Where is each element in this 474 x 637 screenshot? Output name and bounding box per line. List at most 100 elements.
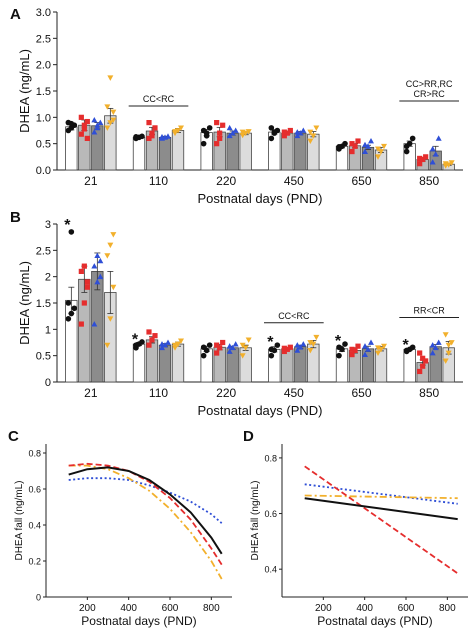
panel-b-annotation-text: CC<RC	[278, 311, 310, 321]
panel-a-bar	[65, 126, 78, 171]
panel-b-point	[159, 344, 165, 351]
panel-b-point	[65, 300, 72, 306]
panel-a-point	[365, 143, 371, 149]
panel-a-point	[448, 160, 455, 166]
panel-b-point	[139, 339, 145, 345]
panel-b-point	[409, 344, 416, 351]
panel-b-significance-star: *	[403, 337, 410, 354]
panel-b-x-tick-label: 220	[216, 386, 236, 400]
panel-a-y-tick-label: 1.0	[36, 112, 51, 124]
panel-a-point	[81, 122, 87, 128]
panel-b-point	[349, 352, 355, 358]
panel-a-y-tick-label: 3.0	[36, 7, 51, 19]
panel-b-point	[107, 242, 114, 249]
panel-a-point	[300, 127, 307, 133]
panel-a-point	[110, 109, 117, 116]
panel-a-x-tick-label: 650	[351, 174, 371, 188]
panel-a-point	[435, 135, 442, 141]
panel-a-point	[152, 125, 158, 131]
panel-b-point	[349, 346, 355, 352]
panel-b-x-axis-title: Postnatal days (PND)	[198, 403, 323, 418]
panel-a-point	[91, 129, 98, 135]
panel-d-x-tick-label: 400	[356, 603, 373, 614]
panel-a-y-tick-label: 0.0	[36, 165, 51, 177]
panel-a-point	[165, 133, 171, 139]
panel-a-point	[417, 155, 423, 162]
panel-b-bar	[158, 344, 172, 383]
panel-b-point	[420, 363, 426, 369]
panel-b-bar	[78, 278, 91, 383]
panel-b-bar	[171, 343, 185, 383]
panel-b-y-tick-label: 0.5	[36, 351, 51, 363]
panel-a-bar	[294, 132, 307, 171]
panel-a-point	[139, 133, 145, 140]
panel-b-x-tick-label: 450	[284, 386, 304, 400]
panel-b-point	[81, 300, 87, 306]
panel-b-point	[268, 352, 275, 359]
panel-b-point	[442, 358, 449, 364]
panel-b-point	[71, 305, 78, 312]
panel-a-point	[310, 133, 317, 139]
panel-b-point	[110, 284, 117, 291]
panel-b-point	[378, 346, 384, 353]
panel-a-point	[342, 140, 348, 147]
panel-b-point	[281, 345, 287, 351]
panel-a-point	[307, 129, 314, 136]
panel-b-point	[381, 343, 387, 350]
panel-a-y-tick-label: 2.0	[36, 60, 51, 72]
panel-b-y-tick-label: 1	[45, 324, 51, 336]
panel-a-point	[78, 114, 84, 120]
panel-b-point	[97, 273, 104, 280]
panel-a-point	[214, 141, 220, 147]
panel-b-point	[342, 341, 348, 347]
panel-b-point	[226, 343, 233, 349]
panel-b-point	[229, 344, 236, 351]
panel-b-point	[165, 339, 171, 345]
panel-d-y-tick-label: 0.8	[264, 453, 277, 463]
panel-b-point	[294, 347, 301, 353]
panel-a-point	[206, 125, 213, 131]
panel-c-series-line-cr	[68, 462, 223, 566]
panel-a-point	[104, 104, 111, 110]
panel-a-point	[381, 143, 387, 150]
panel-b-point	[172, 342, 178, 349]
panel-b-point	[375, 350, 381, 357]
panel-b-point	[307, 340, 314, 346]
panel-b-point	[200, 344, 207, 351]
panel-b-x-tick-label: 650	[351, 386, 371, 400]
panel-b-point	[239, 342, 246, 349]
panel-label-b: B	[10, 209, 21, 226]
panel-b-point	[65, 316, 72, 322]
panel-a-point	[78, 131, 84, 137]
panel-d-series-line-cr	[304, 465, 459, 575]
panel-a-point	[313, 125, 320, 131]
panel-d-x-tick-label: 600	[398, 603, 415, 614]
panel-b-y-tick-label: 1.5	[36, 298, 51, 310]
panel-b-point	[300, 341, 307, 347]
panel-a-point	[403, 143, 410, 150]
panel-a-point	[239, 129, 246, 136]
panel-a-point	[107, 75, 114, 81]
panel-a-point	[94, 124, 101, 131]
panel-c-series-line-cc	[68, 466, 223, 555]
panel-b-point	[214, 350, 220, 356]
panel-a-point	[429, 159, 436, 165]
panel-b-point	[81, 263, 87, 269]
panel-b-bar	[403, 348, 416, 383]
panel-b-point	[336, 352, 342, 359]
panel-d-x-tick-label: 800	[439, 603, 456, 614]
panel-b-point	[68, 310, 75, 317]
panel-b-point	[91, 263, 98, 269]
panel-d-series-line-rr	[304, 494, 458, 500]
panel-b-point	[152, 333, 158, 339]
panel-b-y-tick-label: 3	[45, 219, 51, 231]
panel-a-point	[271, 129, 278, 135]
panel-a-point	[349, 141, 355, 147]
panel-d-x-tick-label: 200	[315, 603, 332, 614]
panel-a-point	[110, 117, 117, 123]
panel-a-point	[232, 127, 239, 133]
panel-a-point	[362, 141, 368, 148]
panel-a-point	[294, 129, 301, 135]
panel-a-point	[203, 132, 210, 139]
panel-a-bar	[158, 136, 172, 171]
